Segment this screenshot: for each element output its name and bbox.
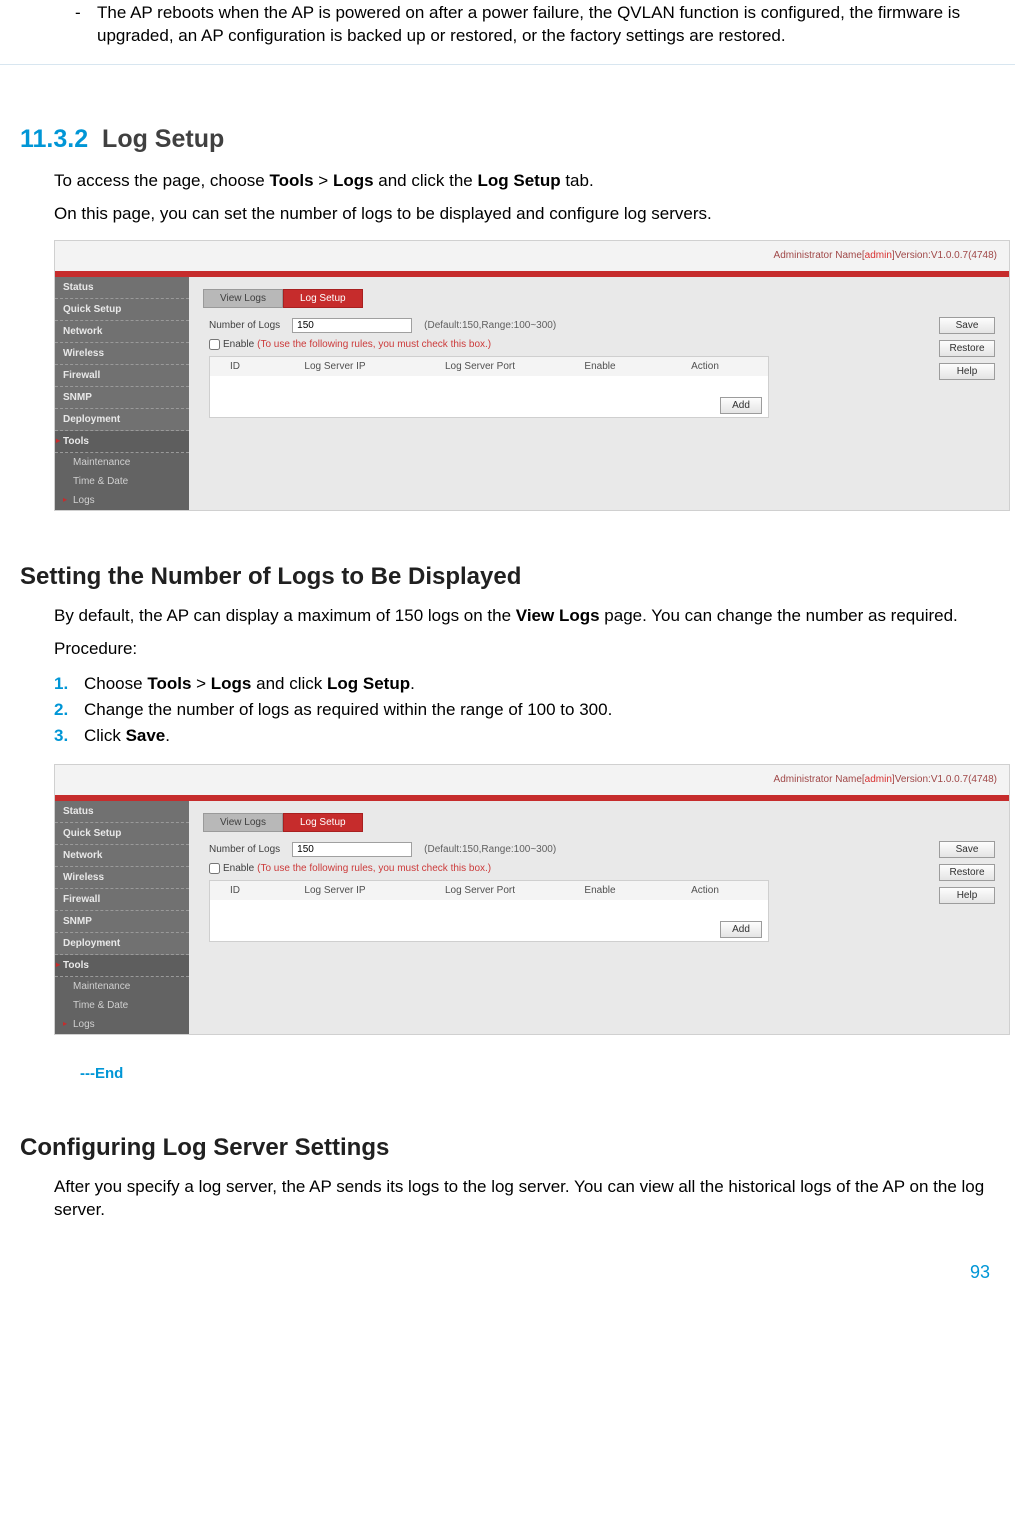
tab-bar: View Logs Log Setup (203, 289, 995, 308)
step-3: 3. Click Save. (54, 723, 995, 749)
admin-version-bar: Administrator Name[admin]Version:V1.0.0.… (55, 765, 1009, 795)
sidebar-item-network[interactable]: Network (55, 321, 189, 343)
sidebar-item-tools[interactable]: Tools (55, 431, 189, 453)
restore-button[interactable]: Restore (939, 340, 995, 357)
sidebar-item-snmp[interactable]: SNMP (55, 911, 189, 933)
procedure-label: Procedure: (54, 638, 995, 661)
step-1: 1. Choose Tools > Logs and click Log Set… (54, 671, 995, 697)
sidebar-nav: Status Quick Setup Network Wireless Fire… (55, 801, 189, 1034)
sidebar-item-snmp[interactable]: SNMP (55, 387, 189, 409)
th-action: Action (650, 361, 760, 372)
th-ip: Log Server IP (260, 885, 410, 896)
sidebar-item-firewall[interactable]: Firewall (55, 889, 189, 911)
sidebar-item-status[interactable]: Status (55, 277, 189, 299)
section-title: Log Setup (102, 125, 224, 153)
save-button[interactable]: Save (939, 317, 995, 334)
sidebar-sub-maintenance[interactable]: Maintenance (55, 453, 189, 472)
th-enable: Enable (550, 361, 650, 372)
end-marker: ---End (80, 1065, 995, 1082)
th-id: ID (210, 885, 260, 896)
intro-line-1: To access the page, choose Tools > Logs … (54, 170, 995, 193)
step-2: 2. Change the number of logs as required… (54, 697, 995, 723)
sidebar-sub-time-date[interactable]: Time & Date (55, 472, 189, 491)
intro-line-2: On this page, you can set the number of … (54, 203, 995, 226)
tab-log-setup[interactable]: Log Setup (283, 289, 363, 308)
bullet-dash: - (75, 2, 97, 48)
sidebar-item-wireless[interactable]: Wireless (55, 343, 189, 365)
screenshot-log-setup-1: Administrator Name[admin]Version:V1.0.0.… (54, 240, 1010, 511)
help-button[interactable]: Help (939, 363, 995, 380)
th-port: Log Server Port (410, 885, 550, 896)
subhead-number-of-logs: Setting the Number of Logs to Be Display… (20, 563, 995, 591)
section-number: 11.3.2 (20, 125, 88, 153)
restore-button[interactable]: Restore (939, 864, 995, 881)
numlogs-hint: (Default:150,Range:100~300) (424, 844, 556, 855)
th-action: Action (650, 885, 760, 896)
sidebar-sub-logs[interactable]: Logs (55, 491, 189, 510)
th-enable: Enable (550, 885, 650, 896)
logserver-table: ID Log Server IP Log Server Port Enable … (209, 356, 769, 418)
para-default-150: By default, the AP can display a maximum… (54, 605, 995, 628)
enable-label: Enable (223, 339, 254, 350)
numlogs-hint: (Default:150,Range:100~300) (424, 320, 556, 331)
sidebar-item-deployment[interactable]: Deployment (55, 409, 189, 431)
section-heading: 11.3.2 Log Setup (20, 125, 995, 154)
help-button[interactable]: Help (939, 887, 995, 904)
procedure-steps: 1. Choose Tools > Logs and click Log Set… (54, 671, 995, 750)
page-number: 93 (20, 1232, 995, 1293)
sidebar-nav: Status Quick Setup Network Wireless Fire… (55, 277, 189, 510)
section-divider (0, 64, 1015, 65)
tab-view-logs[interactable]: View Logs (203, 813, 283, 832)
sidebar-item-deployment[interactable]: Deployment (55, 933, 189, 955)
sidebar-item-wireless[interactable]: Wireless (55, 867, 189, 889)
reboot-note-text: The AP reboots when the AP is powered on… (97, 2, 995, 48)
tab-log-setup[interactable]: Log Setup (283, 813, 363, 832)
tab-view-logs[interactable]: View Logs (203, 289, 283, 308)
th-ip: Log Server IP (260, 361, 410, 372)
sidebar-item-tools[interactable]: Tools (55, 955, 189, 977)
add-button[interactable]: Add (720, 397, 762, 414)
numlogs-input[interactable] (292, 318, 412, 333)
sidebar-sub-maintenance[interactable]: Maintenance (55, 977, 189, 996)
sidebar-item-network[interactable]: Network (55, 845, 189, 867)
screenshot-log-setup-2: Administrator Name[admin]Version:V1.0.0.… (54, 764, 1010, 1035)
save-button[interactable]: Save (939, 841, 995, 858)
admin-version-bar: Administrator Name[admin]Version:V1.0.0.… (55, 241, 1009, 271)
enable-hint: (To use the following rules, you must ch… (257, 339, 491, 350)
numlogs-input[interactable] (292, 842, 412, 857)
numlogs-label: Number of Logs (209, 320, 280, 331)
enable-checkbox[interactable] (209, 863, 220, 874)
th-port: Log Server Port (410, 361, 550, 372)
enable-label: Enable (223, 863, 254, 874)
sidebar-item-quick-setup[interactable]: Quick Setup (55, 823, 189, 845)
sidebar-sub-time-date[interactable]: Time & Date (55, 996, 189, 1015)
sidebar-item-status[interactable]: Status (55, 801, 189, 823)
para-log-server: After you specify a log server, the AP s… (54, 1176, 995, 1222)
logserver-table: ID Log Server IP Log Server Port Enable … (209, 880, 769, 942)
reboot-note: - The AP reboots when the AP is powered … (20, 0, 995, 56)
add-button[interactable]: Add (720, 921, 762, 938)
enable-hint: (To use the following rules, you must ch… (257, 863, 491, 874)
subhead-log-server: Configuring Log Server Settings (20, 1134, 995, 1162)
tab-bar: View Logs Log Setup (203, 813, 995, 832)
sidebar-sub-logs[interactable]: Logs (55, 1015, 189, 1034)
sidebar-item-firewall[interactable]: Firewall (55, 365, 189, 387)
th-id: ID (210, 361, 260, 372)
numlogs-label: Number of Logs (209, 844, 280, 855)
enable-checkbox[interactable] (209, 339, 220, 350)
sidebar-item-quick-setup[interactable]: Quick Setup (55, 299, 189, 321)
